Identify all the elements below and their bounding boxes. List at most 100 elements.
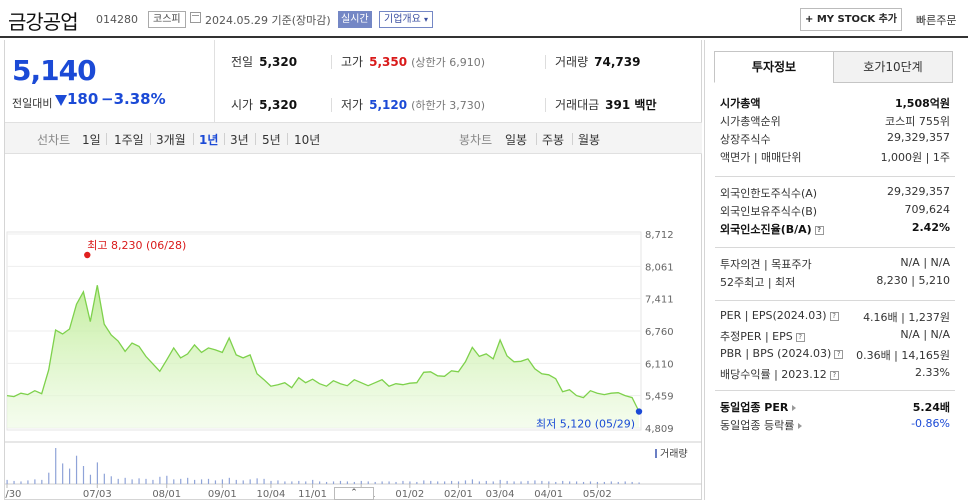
- reference-date: 2024.05.29 기준(장마감): [205, 14, 331, 27]
- volume-bar: [541, 480, 543, 484]
- x-tick-label: 09/01: [208, 489, 237, 500]
- down-arrow-icon: [55, 95, 67, 106]
- volume-bar: [89, 474, 92, 484]
- amount-value: 391 백만: [605, 98, 657, 112]
- tab-1w[interactable]: 1주일: [114, 133, 144, 147]
- volume-bar: [221, 479, 223, 484]
- amount-label: 거래대금: [555, 98, 600, 112]
- volume-bar: [603, 481, 605, 484]
- volume-bar: [13, 480, 15, 484]
- chart-period-tabs: 선차트 1일 1주일 3개월 1년 3년 5년 10년 봉차트 일봉 주봉 월봉: [5, 122, 702, 154]
- tab-1d[interactable]: 1일: [82, 133, 101, 147]
- info-key: 상장주식수: [720, 133, 771, 146]
- realtime-badge[interactable]: 실시간: [338, 11, 372, 28]
- volume-legend-icon: [655, 449, 657, 458]
- volume-bar: [395, 481, 397, 484]
- info-value: 709,624: [904, 203, 951, 216]
- tab-daily[interactable]: 일봉: [505, 133, 528, 147]
- volume-bar: [513, 481, 515, 484]
- main-panel: 5,140 전일대비 180 −3.38% 전일 5,320 고가 5,350 (상한…: [4, 40, 702, 500]
- tab-3y[interactable]: 3년: [230, 133, 249, 147]
- volume-bar: [471, 479, 474, 484]
- volume-bar: [117, 478, 119, 484]
- quick-order-link[interactable]: 빠른주문: [916, 14, 957, 27]
- volume-bar: [34, 479, 36, 484]
- tab-monthly[interactable]: 월봉: [578, 133, 601, 147]
- info-key: 투자의견 | 목표주가: [720, 258, 812, 271]
- info-key: 추정PER | EPS?: [720, 328, 805, 344]
- volume-bar: [41, 479, 43, 484]
- help-icon[interactable]: ?: [834, 349, 844, 359]
- info-key: 시가총액순위: [720, 115, 781, 128]
- x-tick-label: 04/01: [534, 489, 563, 500]
- volume-bar: [520, 481, 522, 484]
- info-key: 동일업종 PER: [720, 399, 797, 415]
- volume-bar: [360, 480, 362, 484]
- volume-bar: [402, 480, 404, 484]
- trade-amount: 거래대금 391 백만: [555, 96, 656, 113]
- change-value: 180: [67, 90, 99, 108]
- divider: [193, 133, 194, 145]
- info-key: 액면가 | 매매단위: [720, 151, 802, 164]
- help-icon[interactable]: ?: [814, 225, 824, 235]
- volume-bar: [159, 476, 161, 484]
- tab-weekly[interactable]: 주봉: [542, 133, 565, 147]
- info-row: PBR | BPS (2024.03)? 0.36배 | 14,165원: [720, 347, 950, 365]
- divider: [536, 133, 537, 145]
- high-label: 고가: [341, 55, 364, 69]
- lower-limit: (하한가 3,730): [411, 99, 485, 112]
- prev-label: 전일: [231, 55, 254, 69]
- volume-bar: [27, 480, 29, 484]
- volume-bar: [388, 481, 390, 484]
- low-price: 저가 5,120 (하한가 3,730): [341, 96, 485, 113]
- info-key: 동일업종 등락률: [720, 417, 803, 433]
- tab-invest-info[interactable]: 투자정보: [714, 51, 834, 83]
- high-price: 고가 5,350 (상한가 6,910): [341, 53, 485, 70]
- volume-bar: [207, 478, 210, 484]
- info-row: 외국인보유주식수(B) 709,624: [720, 203, 950, 221]
- volume-bar: [110, 476, 112, 484]
- tab-hoga-10[interactable]: 호가10단계: [833, 51, 953, 83]
- volume-bar: [478, 481, 480, 484]
- volume-bar: [305, 481, 307, 484]
- info-row: 시가총액순위 코스피 755위: [720, 113, 950, 131]
- volume-bar: [589, 481, 592, 484]
- info-tabs: 투자정보 호가10단계: [714, 51, 954, 83]
- low-label: 저가: [341, 98, 364, 112]
- volume-bar: [131, 479, 133, 484]
- volume-bar: [62, 463, 64, 484]
- tab-3m[interactable]: 3개월: [156, 133, 186, 147]
- y-tick-label: 8,712: [645, 230, 674, 241]
- volume-bar: [55, 448, 57, 484]
- volume-legend-label: 거래량: [660, 448, 688, 460]
- caret-right-icon[interactable]: [798, 423, 803, 429]
- y-tick-label: 6,760: [645, 327, 674, 338]
- tab-10y[interactable]: 10년: [294, 133, 321, 147]
- volume-bar: [416, 481, 418, 484]
- divider: [715, 300, 955, 301]
- y-tick-label: 4,809: [645, 424, 674, 435]
- volume-bar: [166, 475, 168, 484]
- tab-1y[interactable]: 1년: [199, 133, 219, 147]
- price-chart[interactable]: 8,712 8,061 7,411 6,760 6,110 5,459 4,809 최고 8…: [5, 156, 702, 500]
- info-value: 29,329,357: [887, 185, 950, 198]
- volume-bar: [103, 473, 105, 484]
- volume-label: 거래량: [555, 55, 589, 69]
- collapse-button[interactable]: ⌃: [334, 487, 374, 500]
- help-icon[interactable]: ?: [829, 311, 839, 321]
- add-my-stock-button[interactable]: + MY STOCK 추가: [800, 8, 902, 31]
- y-tick-label: 6,110: [645, 359, 674, 370]
- info-row: 투자의견 | 목표주가 N/A | N/A: [720, 256, 950, 274]
- tab-5y[interactable]: 5년: [262, 133, 281, 147]
- info-row: 시가총액 1,508억원: [720, 95, 950, 113]
- info-row: 외국인한도주식수(A) 29,329,357: [720, 185, 950, 203]
- volume-bar: [437, 481, 439, 484]
- corp-info-dropdown[interactable]: 기업개요 ▾: [379, 11, 434, 28]
- open-label: 시가: [231, 98, 254, 112]
- help-icon[interactable]: ?: [795, 332, 805, 342]
- x-tick-label: 10/04: [256, 489, 285, 500]
- help-icon[interactable]: ?: [829, 370, 839, 380]
- caret-right-icon[interactable]: [792, 405, 797, 411]
- info-value: 코스피 755위: [885, 115, 950, 128]
